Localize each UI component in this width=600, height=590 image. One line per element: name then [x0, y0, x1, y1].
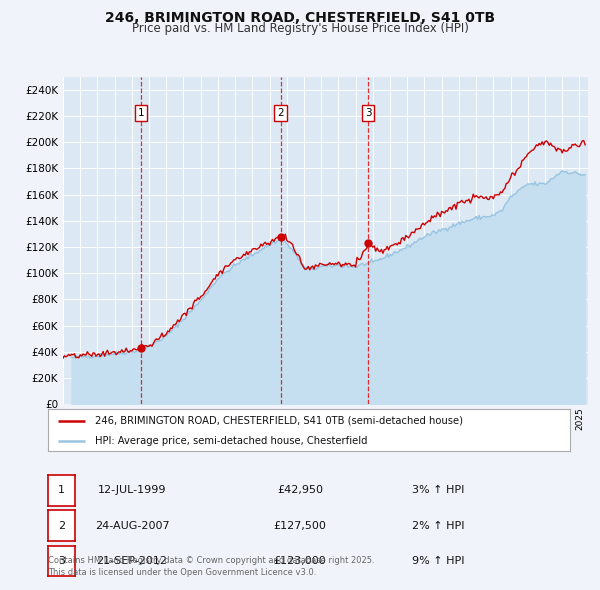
- Text: 1: 1: [138, 109, 145, 119]
- Text: 2% ↑ HPI: 2% ↑ HPI: [412, 521, 464, 530]
- Text: 1: 1: [58, 486, 65, 495]
- Text: 246, BRIMINGTON ROAD, CHESTERFIELD, S41 0TB: 246, BRIMINGTON ROAD, CHESTERFIELD, S41 …: [105, 11, 495, 25]
- Text: 3: 3: [58, 556, 65, 566]
- Text: Contains HM Land Registry data © Crown copyright and database right 2025.
This d: Contains HM Land Registry data © Crown c…: [48, 556, 374, 577]
- Text: HPI: Average price, semi-detached house, Chesterfield: HPI: Average price, semi-detached house,…: [95, 436, 367, 445]
- Text: 3: 3: [365, 109, 371, 119]
- Text: £42,950: £42,950: [277, 486, 323, 495]
- Text: 21-SEP-2012: 21-SEP-2012: [97, 556, 167, 566]
- Text: 9% ↑ HPI: 9% ↑ HPI: [412, 556, 464, 566]
- Text: 2: 2: [58, 521, 65, 530]
- Text: 24-AUG-2007: 24-AUG-2007: [95, 521, 169, 530]
- Text: 246, BRIMINGTON ROAD, CHESTERFIELD, S41 0TB (semi-detached house): 246, BRIMINGTON ROAD, CHESTERFIELD, S41 …: [95, 416, 463, 426]
- Text: 12-JUL-1999: 12-JUL-1999: [98, 486, 166, 495]
- Text: £127,500: £127,500: [274, 521, 326, 530]
- Text: 3% ↑ HPI: 3% ↑ HPI: [412, 486, 464, 495]
- Text: Price paid vs. HM Land Registry's House Price Index (HPI): Price paid vs. HM Land Registry's House …: [131, 22, 469, 35]
- Text: 2: 2: [277, 109, 284, 119]
- Text: £123,000: £123,000: [274, 556, 326, 566]
